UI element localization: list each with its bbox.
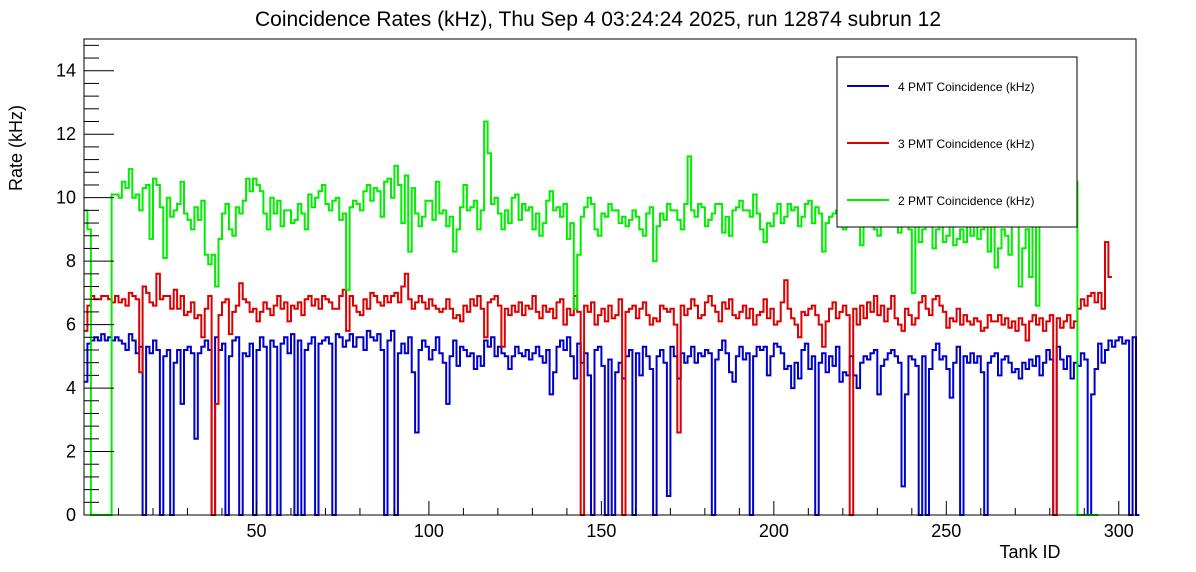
x-tick-label: 300 xyxy=(1104,521,1134,541)
legend-label-3: 2 PMT Coincidence (kHz) xyxy=(898,194,1035,208)
y-axis: 0 2 4 6 8 10 12 14 xyxy=(56,44,114,525)
x-tick-label: 250 xyxy=(931,521,961,541)
legend-label-1: 4 PMT Coincidence (kHz) xyxy=(898,80,1035,94)
legend: 4 PMT Coincidence (kHz) 3 PMT Coincidence… xyxy=(836,56,1078,228)
plot-frame xyxy=(83,38,1137,516)
x-tick-label: 200 xyxy=(759,521,789,541)
y-tick-label: 8 xyxy=(66,251,76,271)
y-tick-label: 4 xyxy=(66,378,76,398)
x-axis: 50 100 150 200 250 300 xyxy=(117,501,1134,541)
y-tick-label: 2 xyxy=(66,442,76,462)
x-tick-label: 50 xyxy=(246,521,266,541)
legend-label-2: 3 PMT Coincidence (kHz) xyxy=(898,137,1035,151)
x-tick-label: 100 xyxy=(414,521,444,541)
x-axis-label: Tank ID xyxy=(999,542,1060,562)
y-axis-label: Rate (kHz) xyxy=(6,105,26,191)
y-tick-label: 12 xyxy=(56,124,76,144)
y-tick-label: 6 xyxy=(66,315,76,335)
chart-title: Coincidence Rates (kHz), Thu Sep 4 03:24… xyxy=(255,8,941,31)
y-tick-label: 14 xyxy=(56,61,76,81)
y-tick-label: 0 xyxy=(66,505,76,525)
y-tick-label: 10 xyxy=(56,188,76,208)
series-line-2 xyxy=(84,241,1112,516)
x-tick-label: 150 xyxy=(586,521,616,541)
